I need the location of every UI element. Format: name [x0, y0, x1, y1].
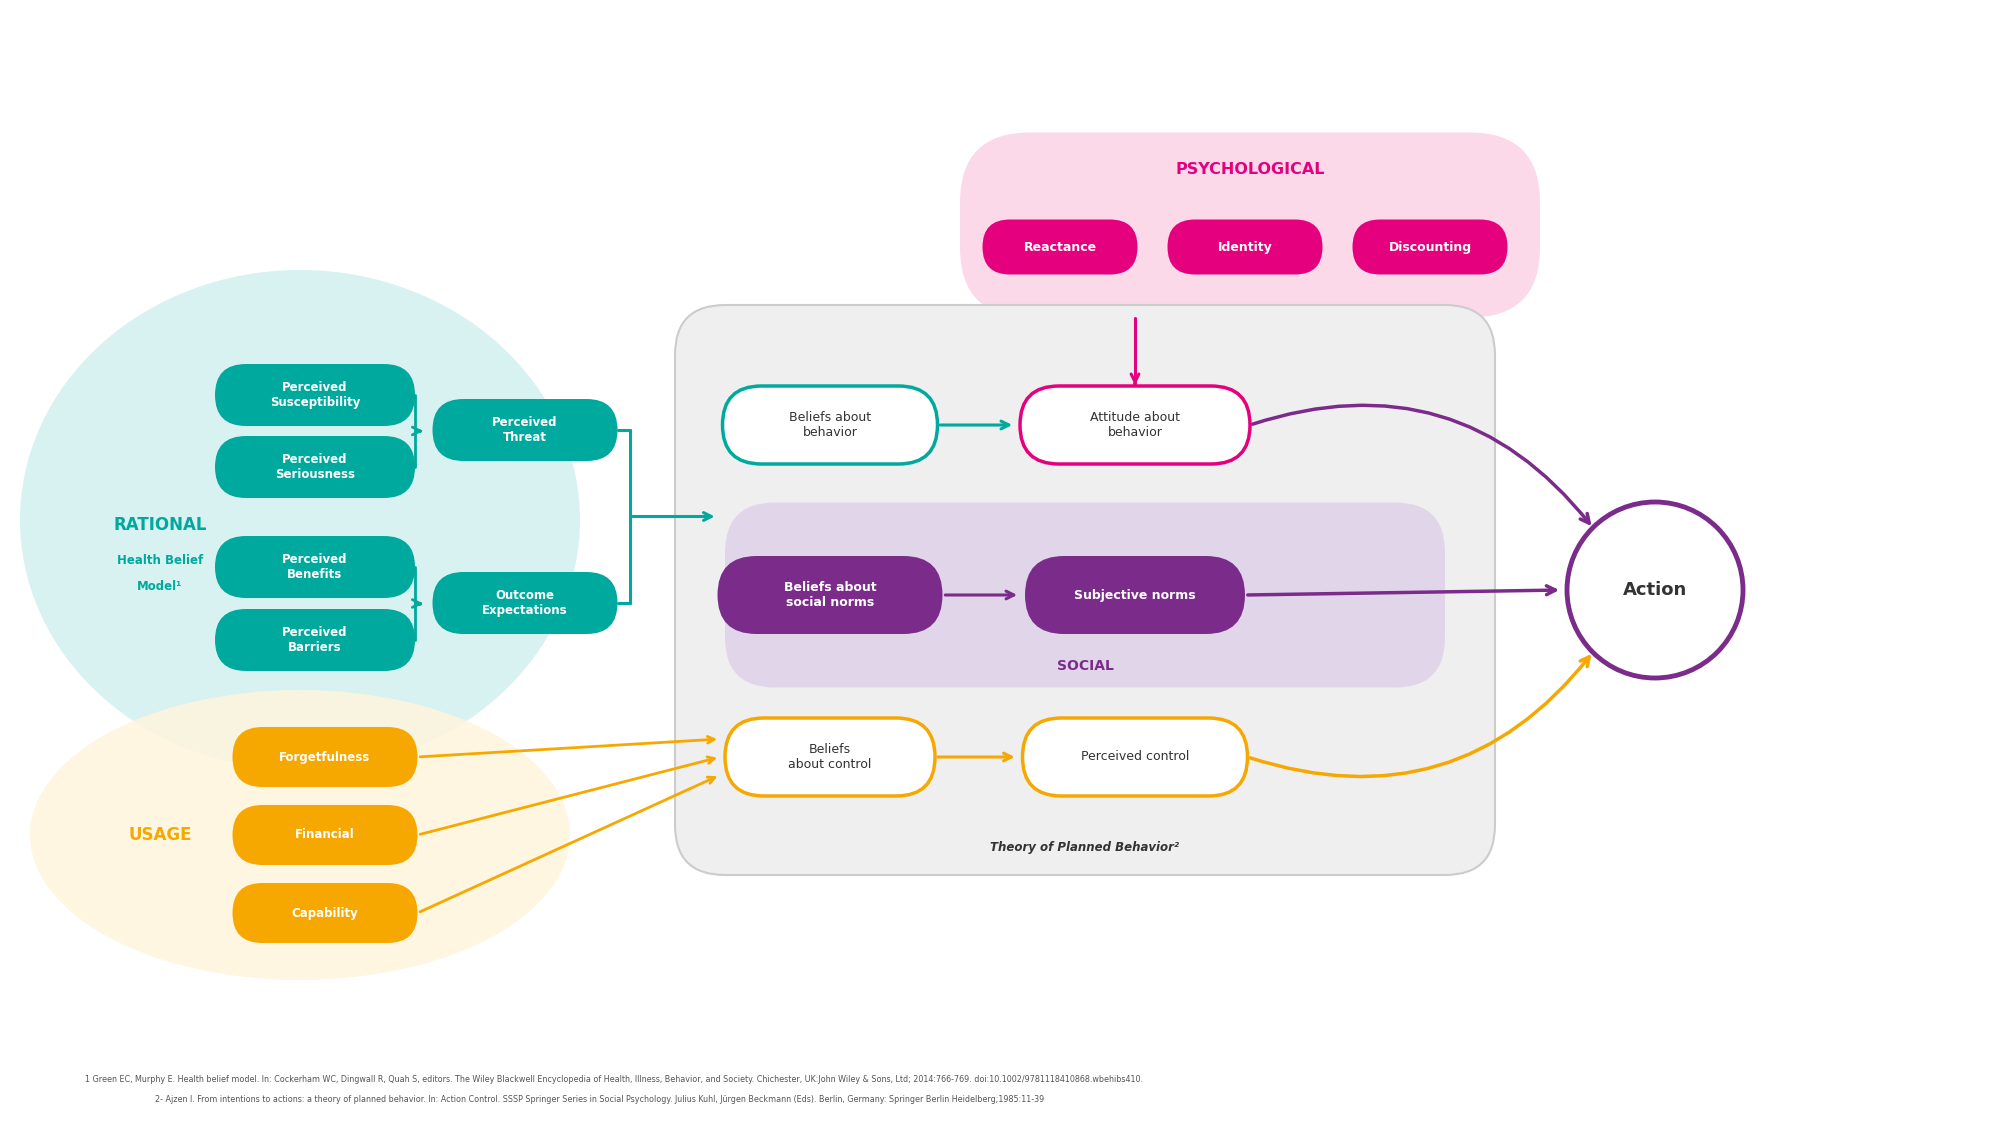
Text: Model¹: Model¹	[138, 580, 182, 594]
Text: SOCIAL: SOCIAL	[1057, 658, 1113, 673]
Text: Identity: Identity	[1217, 241, 1273, 253]
FancyBboxPatch shape	[725, 503, 1445, 687]
FancyBboxPatch shape	[432, 572, 617, 634]
FancyBboxPatch shape	[1353, 219, 1508, 274]
FancyBboxPatch shape	[723, 386, 937, 464]
Text: Perceived
Barriers: Perceived Barriers	[282, 626, 348, 654]
Text: Action: Action	[1624, 580, 1688, 598]
Text: Financial: Financial	[294, 828, 354, 842]
Text: 1 Green EC, Murphy E. Health belief model. In: Cockerham WC, Dingwall R, Quah S,: 1 Green EC, Murphy E. Health belief mode…	[84, 1076, 1143, 1084]
Text: Perceived control: Perceived control	[1081, 750, 1189, 764]
Text: Perceived
Benefits: Perceived Benefits	[282, 554, 348, 580]
FancyBboxPatch shape	[1019, 386, 1249, 464]
Text: Forgetfulness: Forgetfulness	[280, 750, 370, 764]
FancyBboxPatch shape	[725, 718, 935, 796]
Text: Beliefs
about control: Beliefs about control	[789, 742, 871, 771]
Text: Outcome
Expectations: Outcome Expectations	[482, 590, 569, 616]
FancyBboxPatch shape	[1025, 556, 1245, 634]
Text: Perceived
Susceptibility: Perceived Susceptibility	[270, 381, 360, 409]
FancyBboxPatch shape	[232, 727, 418, 787]
Text: 2- Ajzen I. From intentions to actions: a theory of planned behavior. In: Action: 2- Ajzen I. From intentions to actions: …	[154, 1096, 1045, 1105]
Text: USAGE: USAGE	[128, 826, 192, 844]
FancyBboxPatch shape	[961, 133, 1540, 317]
FancyBboxPatch shape	[214, 609, 414, 670]
FancyBboxPatch shape	[432, 399, 617, 461]
FancyBboxPatch shape	[232, 806, 418, 865]
FancyBboxPatch shape	[983, 219, 1137, 274]
Text: Reactance: Reactance	[1023, 241, 1097, 253]
Text: Health Belief: Health Belief	[116, 554, 202, 567]
Text: Perceived
Seriousness: Perceived Seriousness	[274, 453, 354, 481]
Text: Perceived
Threat: Perceived Threat	[492, 416, 559, 444]
FancyBboxPatch shape	[1167, 219, 1323, 274]
Text: PSYCHOLOGICAL: PSYCHOLOGICAL	[1175, 162, 1325, 178]
Ellipse shape	[30, 690, 571, 980]
Text: Attitude about
behavior: Attitude about behavior	[1089, 411, 1179, 439]
Ellipse shape	[20, 270, 581, 770]
FancyBboxPatch shape	[717, 556, 943, 634]
Text: Subjective norms: Subjective norms	[1075, 588, 1195, 602]
Text: Capability: Capability	[292, 907, 358, 919]
FancyBboxPatch shape	[232, 883, 418, 943]
Text: Theory of Planned Behavior²: Theory of Planned Behavior²	[991, 840, 1179, 854]
Text: RATIONAL: RATIONAL	[114, 516, 206, 534]
FancyBboxPatch shape	[1023, 718, 1247, 796]
Circle shape	[1568, 502, 1744, 678]
FancyBboxPatch shape	[214, 536, 414, 598]
FancyBboxPatch shape	[675, 305, 1495, 875]
FancyBboxPatch shape	[214, 364, 414, 426]
Text: Discounting: Discounting	[1389, 241, 1471, 253]
FancyBboxPatch shape	[214, 436, 414, 498]
Text: Beliefs about
behavior: Beliefs about behavior	[789, 411, 871, 439]
Text: Beliefs about
social norms: Beliefs about social norms	[783, 580, 877, 609]
